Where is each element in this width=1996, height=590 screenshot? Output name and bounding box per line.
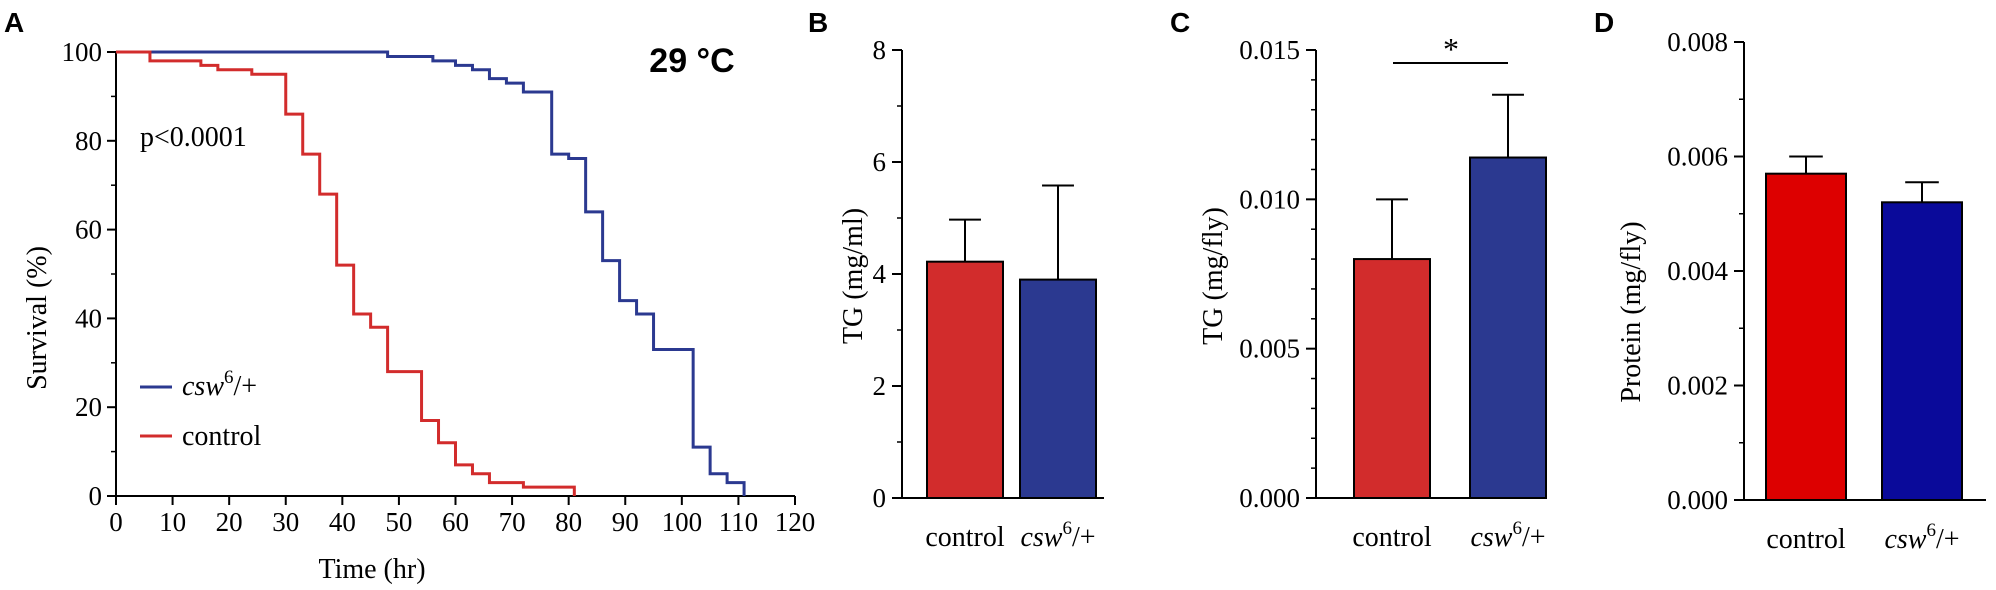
significance-star: * bbox=[1443, 31, 1459, 67]
panel-letter-c: C bbox=[1170, 7, 1190, 38]
panel-a-x-axis: 0 10 20 30 40 50 60 70 80 90 100 110 120 bbox=[109, 495, 816, 537]
y-tick-label: 20 bbox=[75, 392, 102, 422]
y-tick-label: 80 bbox=[75, 126, 102, 156]
panel-letter-a: A bbox=[4, 7, 24, 38]
category-label: control bbox=[1766, 524, 1846, 555]
x-tick-label: 110 bbox=[719, 507, 759, 537]
panel-a-y-axis: 0 20 40 60 80 100 bbox=[62, 37, 117, 511]
panel-a-p-value: p<0.0001 bbox=[140, 122, 247, 153]
panel-c-y-label: TG (mg/fly) bbox=[1198, 207, 1229, 345]
panel-b: B 0 2 4 6 8 control csw6/+ TG (mg/ml) bbox=[808, 7, 1104, 553]
x-tick-label: 50 bbox=[385, 507, 412, 537]
panel-letter-b: B bbox=[808, 7, 828, 38]
x-tick-label: 10 bbox=[159, 507, 186, 537]
y-tick-label: 6 bbox=[873, 147, 887, 177]
x-tick-label: 80 bbox=[555, 507, 582, 537]
category-label: csw6/+ bbox=[1470, 518, 1545, 553]
panel-b-plot: 0 2 4 6 8 control csw6/+ bbox=[873, 35, 1104, 553]
category-label: control bbox=[925, 522, 1005, 553]
panel-a-title: 29 °C bbox=[649, 42, 734, 80]
x-tick-label: 60 bbox=[442, 507, 469, 537]
survival-line-control bbox=[116, 50, 576, 496]
legend-label-control: control bbox=[182, 421, 262, 452]
y-tick-label: 0.000 bbox=[1667, 485, 1728, 515]
panel-d-y-label: Protein (mg/fly) bbox=[1616, 221, 1647, 402]
x-tick-label: 0 bbox=[109, 507, 123, 537]
panel-a-legend: csw6/+ control bbox=[140, 367, 262, 452]
panel-a-y-label: Survival (%) bbox=[22, 246, 53, 390]
y-tick-label: 0.015 bbox=[1239, 35, 1300, 65]
y-tick-label: 0 bbox=[89, 481, 103, 511]
y-tick-label: 100 bbox=[62, 37, 103, 67]
panel-letter-d: D bbox=[1594, 7, 1614, 38]
category-label: csw6/+ bbox=[1884, 520, 1959, 555]
panel-d-plot: 0.000 0.002 0.004 0.006 0.008 control csw6/+ bbox=[1667, 27, 1986, 555]
y-tick-label: 4 bbox=[873, 259, 887, 289]
x-tick-label: 90 bbox=[612, 507, 639, 537]
panel-b-y-label: TG (mg/ml) bbox=[838, 208, 869, 344]
panel-a: A 0 20 40 60 80 100 0 10 20 30 40 50 60 70 80 90 100 110… bbox=[4, 7, 815, 585]
y-tick-label: 2 bbox=[873, 371, 887, 401]
x-tick-label: 120 bbox=[775, 507, 816, 537]
y-tick-label: 8 bbox=[873, 35, 887, 65]
bar-csw bbox=[1881, 201, 1963, 502]
y-tick-label: 0.002 bbox=[1667, 371, 1728, 401]
y-tick-label: 40 bbox=[75, 303, 102, 333]
survival-line-csw6 bbox=[116, 50, 746, 496]
panel-d: D 0.000 0.002 0.004 0.006 0.008 control csw6/+… bbox=[1594, 7, 1986, 555]
bar-csw bbox=[1019, 278, 1097, 499]
bar-control bbox=[1765, 172, 1847, 502]
bar-control bbox=[926, 260, 1004, 499]
panel-c-plot: 0.000 0.005 0.010 0.015 control csw6/+ bbox=[1239, 35, 1547, 553]
bar-csw bbox=[1469, 156, 1547, 500]
y-tick-label: 0.006 bbox=[1667, 142, 1728, 172]
x-tick-label: 100 bbox=[662, 507, 703, 537]
legend-label-csw: csw6/+ bbox=[182, 367, 257, 402]
x-tick-label: 30 bbox=[272, 507, 299, 537]
y-tick-label: 0.005 bbox=[1239, 334, 1300, 364]
category-label: control bbox=[1352, 522, 1432, 553]
y-tick-label: 0.000 bbox=[1239, 483, 1300, 513]
panel-a-x-label: Time (hr) bbox=[318, 554, 425, 585]
x-tick-label: 70 bbox=[499, 507, 526, 537]
bar-control bbox=[1353, 258, 1431, 500]
y-tick-label: 0.010 bbox=[1239, 184, 1300, 214]
category-label: csw6/+ bbox=[1020, 518, 1095, 553]
x-tick-label: 40 bbox=[329, 507, 356, 537]
y-tick-label: 60 bbox=[75, 215, 102, 245]
x-tick-label: 20 bbox=[216, 507, 243, 537]
panel-a-series bbox=[116, 50, 746, 496]
y-tick-label: 0 bbox=[873, 483, 887, 513]
y-tick-label: 0.004 bbox=[1667, 256, 1728, 286]
y-tick-label: 0.008 bbox=[1667, 27, 1728, 57]
panel-c: C 0.000 0.005 0.010 0.015 control csw6/+ TG (… bbox=[1170, 7, 1547, 553]
